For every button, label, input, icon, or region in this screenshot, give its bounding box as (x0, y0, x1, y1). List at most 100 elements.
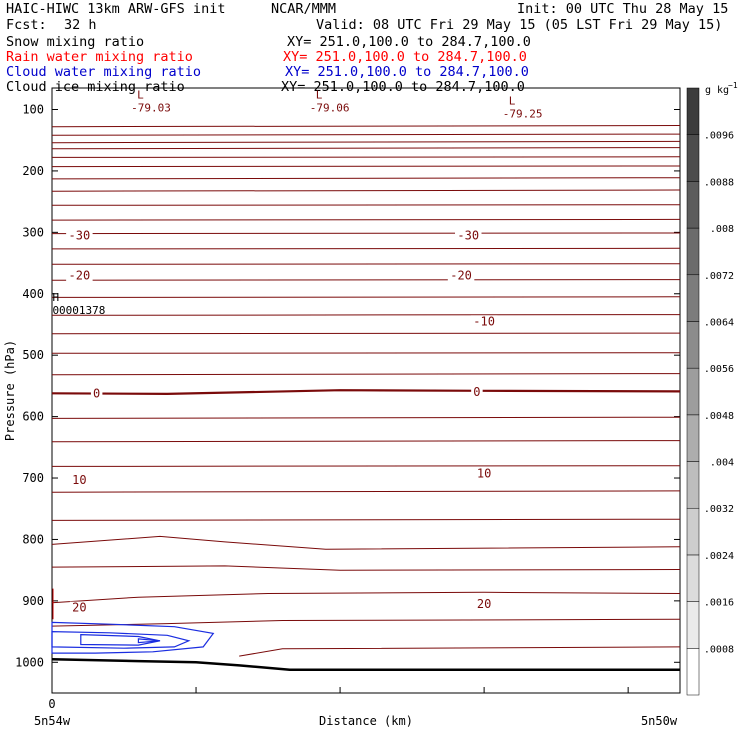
colorbar-level-label: .0008 (704, 644, 734, 655)
temperature-contour (51, 156, 681, 158)
contour-label: -30 (69, 228, 91, 242)
fcst-label: Fcst: (6, 17, 47, 33)
contour-label: 20 (477, 597, 491, 611)
contour-label-bg (470, 315, 498, 328)
low-marker: L (509, 94, 516, 107)
colorbar-unit: g kg (705, 85, 729, 96)
temperature-contour (51, 440, 681, 443)
y-tick-label: 300 (22, 225, 44, 239)
low-marker: L (316, 88, 323, 101)
y-tick-label: 500 (22, 348, 44, 362)
terrain-line (51, 657, 680, 671)
colorbar-unit-exponent: −1 (728, 81, 738, 90)
temperature-contour (51, 490, 681, 493)
cloud-water-contour (51, 621, 215, 654)
temperature-contour (51, 204, 681, 206)
colorbar-level-label: .0072 (704, 271, 734, 282)
init-time: Init: 00 UTC Thu 28 May 15 (517, 1, 729, 17)
colorbar-swatch (686, 227, 700, 276)
field-xy-cloud-water: XY= 251.0,100.0 to 284.7,100.0 (285, 64, 529, 80)
colorbar-level-label: .004 (710, 458, 734, 469)
temperature-contour (51, 177, 681, 180)
contour-label-bg (69, 473, 89, 486)
temperature-contour (51, 618, 681, 627)
temperature-contour (51, 263, 681, 265)
temperature-contour (51, 373, 681, 376)
colorbar-swatch (686, 554, 700, 602)
colorbar-level-label: .0096 (704, 131, 734, 142)
fcst-value: 32 h (64, 17, 97, 33)
colorbar-swatch (686, 321, 700, 369)
y-tick-label: 900 (22, 594, 44, 608)
colorbar-level-label: .0064 (704, 317, 734, 328)
y-tick-label: 100 (22, 102, 44, 116)
field-xy-rain: XY= 251.0,100.0 to 284.7,100.0 (283, 49, 527, 65)
y-tick-label: 200 (22, 164, 44, 178)
field-label-cloud-water: Cloud water mixing ratio (6, 64, 202, 80)
temperature-contour (51, 332, 681, 335)
contour-label: -10 (473, 314, 495, 328)
temperature-contour (51, 565, 681, 571)
contour-label-bg (447, 269, 475, 282)
colorbar-level-label: .0024 (704, 551, 734, 562)
colorbar-level-label: .0056 (704, 364, 734, 375)
y-tick-label: 400 (22, 287, 44, 301)
y-tick-label: 600 (22, 410, 44, 424)
temperature-contour (51, 232, 681, 235)
contour-label: 0 (473, 385, 480, 399)
contour-label: -30 (457, 228, 479, 242)
colorbar-swatch (686, 648, 700, 696)
contour-label-bg (455, 229, 482, 242)
temperature-contour (51, 165, 681, 168)
temperature-contour (51, 518, 681, 521)
temperature-contour (51, 352, 681, 354)
field-label-cloud-ice: Cloud ice mixing ratio (6, 79, 185, 95)
contour-label-bg (66, 269, 93, 282)
colorbar-level-label: .008 (710, 224, 734, 235)
cloud-water-contour (80, 633, 161, 646)
cloud-water-contour (137, 638, 161, 644)
x-axis-label: Distance (km) (319, 714, 413, 728)
contour-label: -20 (450, 268, 472, 282)
temperature-contour (51, 247, 681, 250)
contour-label: 0 (93, 386, 100, 400)
colorbar-swatch (686, 87, 700, 135)
high-value: 00001378 (52, 304, 105, 317)
colorbar-swatch (686, 601, 700, 649)
contour-label-bg (471, 386, 483, 399)
colorbar-swatch (686, 507, 700, 556)
x-tick-label: 0 (48, 697, 55, 711)
contour-label: 10 (72, 473, 86, 487)
temperature-contour (51, 535, 681, 550)
cloud-water-contour (51, 630, 191, 649)
colorbar-swatch (686, 414, 700, 462)
plot-title: HAIC-HIWC 13km ARW-GFS init (6, 1, 226, 17)
contour-label-bg (90, 387, 103, 400)
high-marker: H (52, 291, 59, 304)
temperature-contour (51, 591, 681, 604)
colorbar-level-label: .0088 (704, 177, 734, 188)
field-label-rain: Rain water mixing ratio (6, 49, 193, 65)
temperature-contour (51, 314, 681, 316)
temperature-contour (51, 189, 681, 192)
colorbar-swatch (686, 367, 700, 416)
temperature-contour (51, 147, 681, 150)
org-label: NCAR/MMM (271, 1, 337, 17)
contour-label-bg (474, 597, 494, 610)
low-value: -79.03 (131, 101, 171, 114)
contour-label-bg (474, 467, 494, 480)
x-end-label-right: 5n50w (641, 714, 678, 728)
temperature-contour (51, 389, 681, 396)
low-value: -79.25 (503, 107, 543, 120)
temperature-contour (51, 279, 681, 281)
colorbar-level-label: .0048 (704, 411, 734, 422)
low-marker: L (137, 88, 144, 101)
y-tick-label: 800 (22, 532, 44, 546)
contour-label-bg (69, 601, 89, 614)
temperature-contour (51, 296, 681, 298)
field-label-snow: Snow mixing ratio (6, 34, 145, 50)
temperature-contour (51, 416, 681, 419)
colorbar-swatch (686, 461, 700, 509)
contour-label-bg (66, 229, 93, 242)
